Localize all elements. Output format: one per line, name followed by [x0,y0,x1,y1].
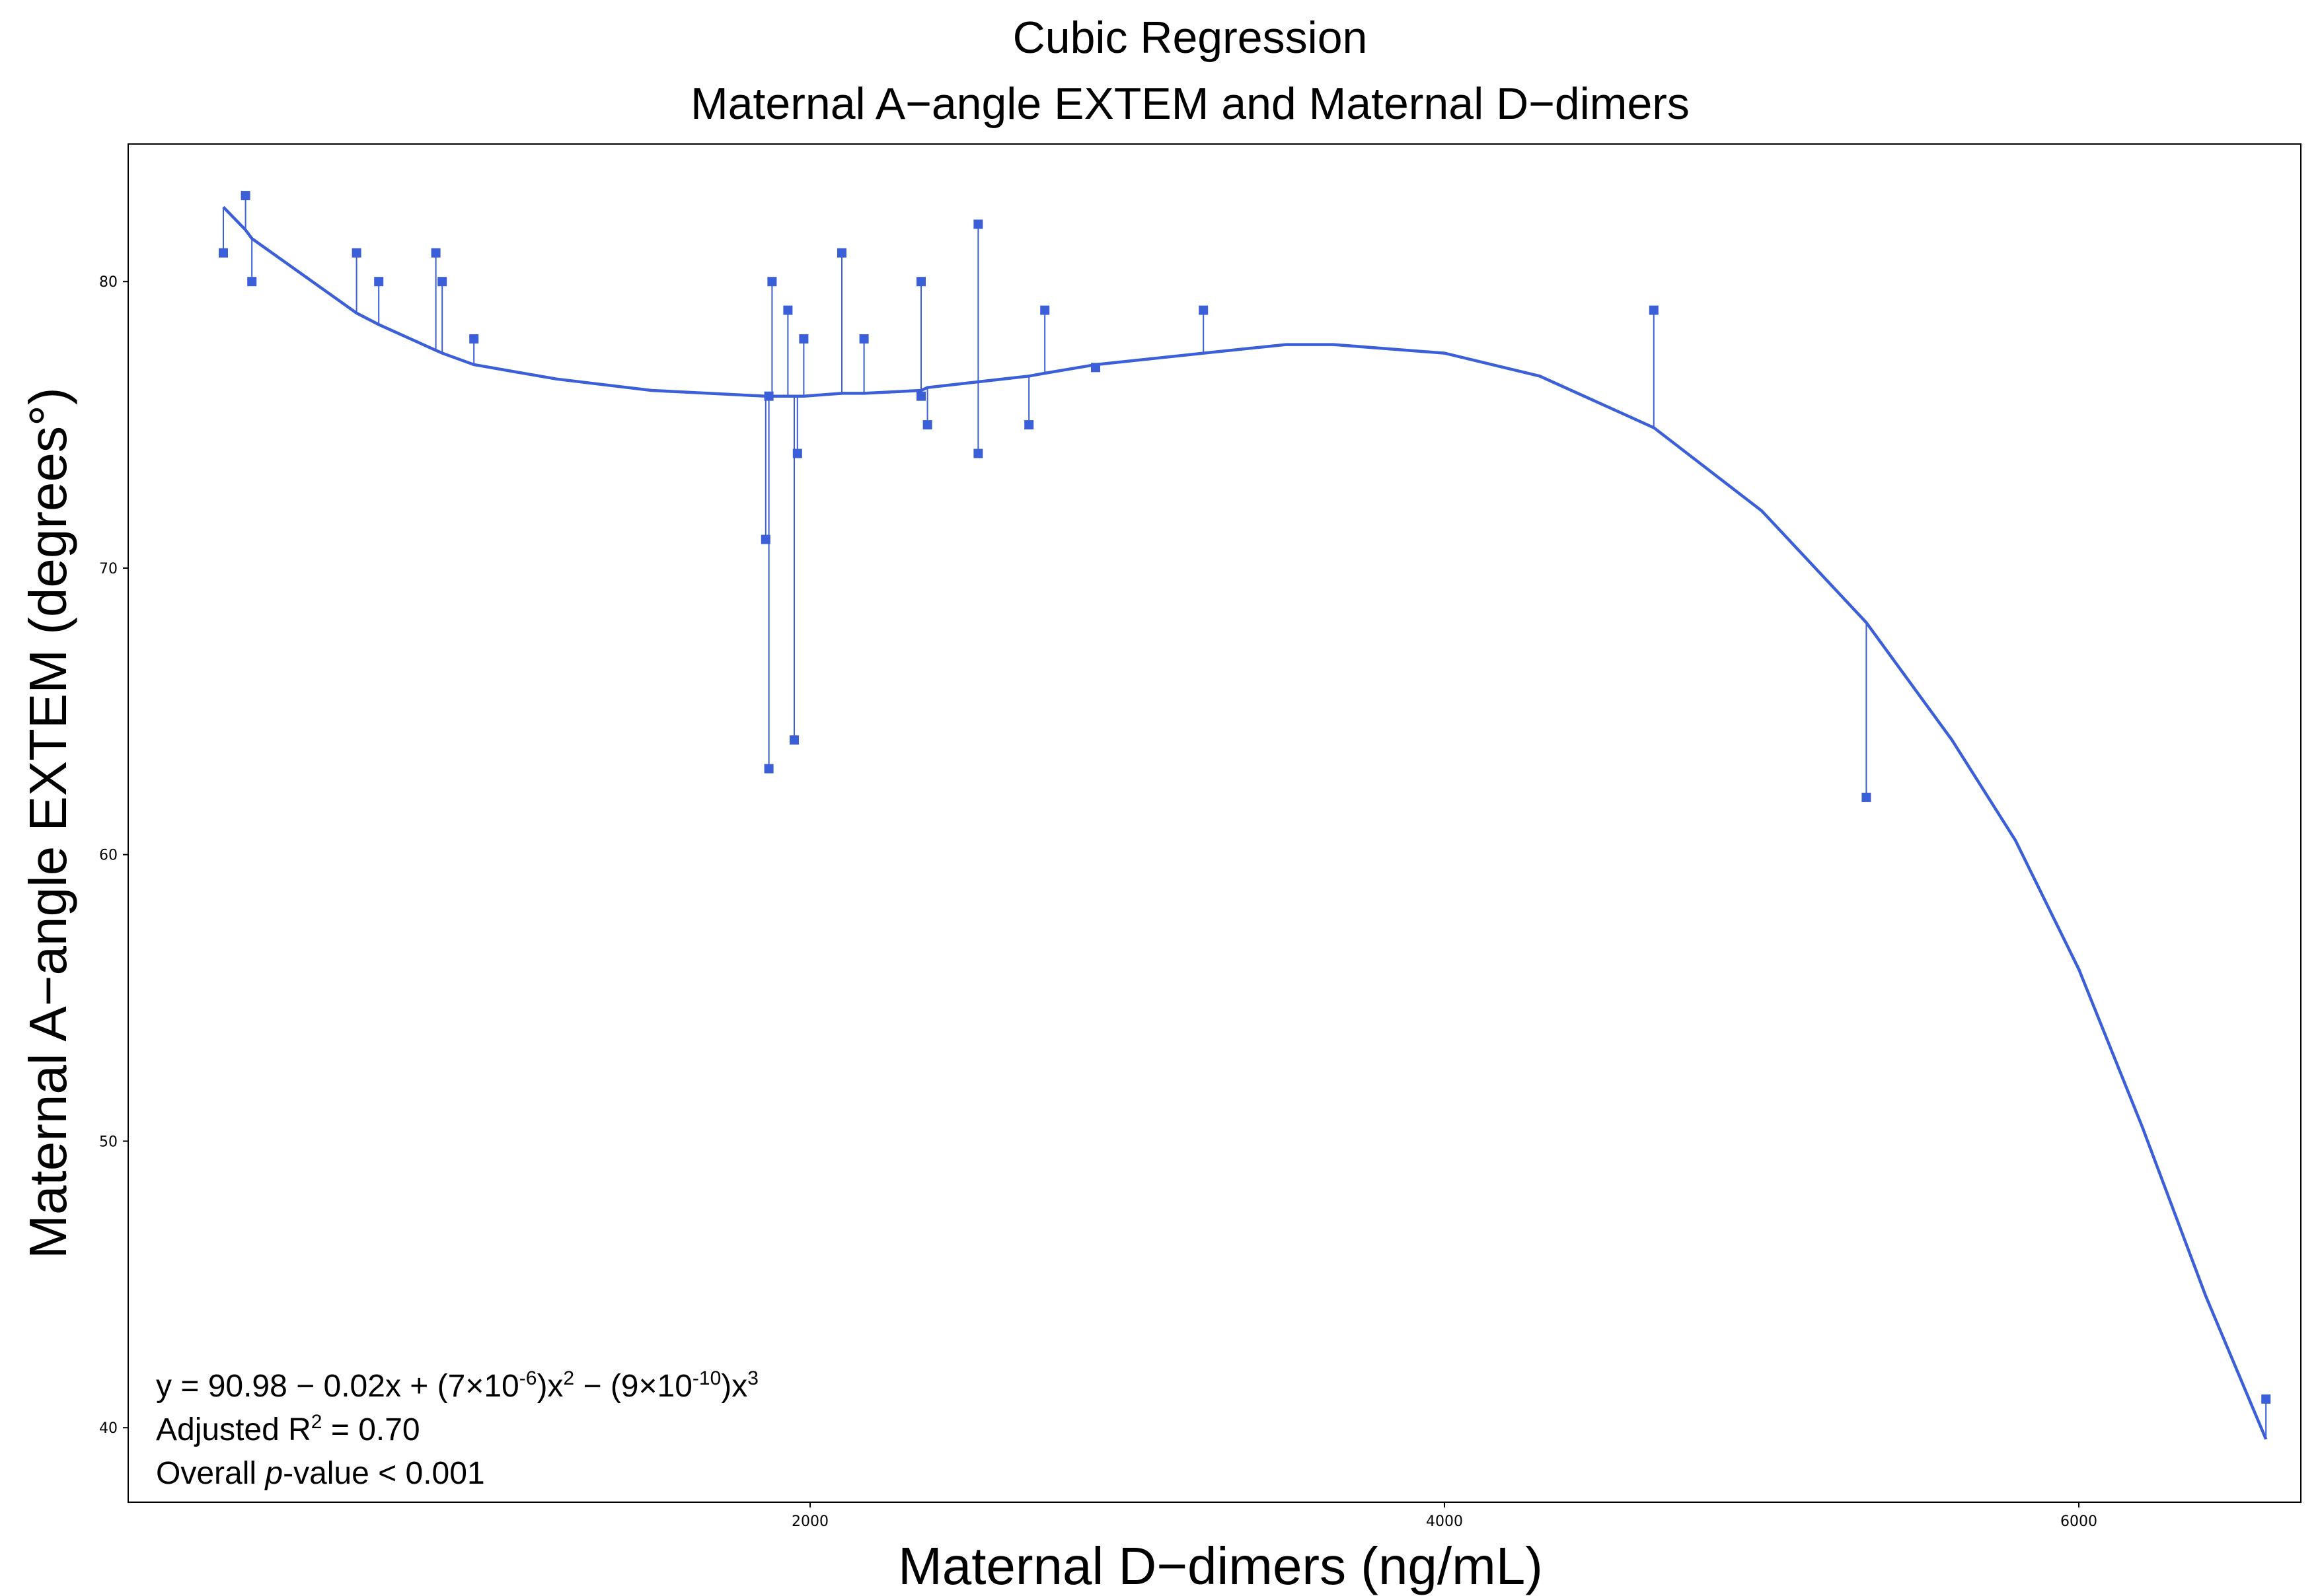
data-point [352,248,361,258]
equation-text: y = 90.98 − 0.02x + (7×10-6)x2 − (9×10-1… [156,1367,759,1404]
data-point [1024,420,1034,430]
equation-exp2: -10 [692,1367,721,1389]
data-point [1091,363,1100,373]
x-tick-label: 4000 [1426,1513,1463,1530]
regression-annotation: y = 90.98 − 0.02x + (7×10-6)x2 − (9×10-1… [156,1367,759,1491]
data-point [761,534,770,544]
y-tick-label: 80 [99,274,118,291]
data-points [219,191,2271,1404]
data-point [973,449,983,458]
data-point [247,277,257,287]
data-point [837,248,846,258]
p-italic: p [264,1456,283,1491]
data-point [1861,792,1871,802]
equation-cube: 3 [747,1367,759,1389]
data-point [219,248,228,258]
equation-part4: )x [721,1369,747,1404]
data-point [1199,305,1209,315]
y-axis-label: Maternal A−angle EXTEM (degrees°) [19,387,77,1258]
equation-part3: − (9×10 [574,1369,692,1404]
y-tick-label: 70 [99,561,118,577]
data-point [1649,305,1659,315]
data-point [922,420,932,430]
equation-sq: 2 [563,1367,574,1389]
chart-title-line2: Maternal A−angle EXTEM and Maternal D−di… [691,79,1690,129]
x-tick-label: 6000 [2060,1513,2097,1530]
data-point [2261,1394,2271,1404]
plot-frame [128,143,2301,1503]
data-point [767,277,777,287]
data-point [973,219,983,229]
data-point [437,277,447,287]
data-point [374,277,384,287]
fit-curve [222,205,2268,1440]
x-axis-ticks: 2000 4000 6000 [792,1502,2097,1530]
data-point [917,391,926,401]
data-point [1040,305,1050,315]
data-point [764,391,774,401]
x-axis-label: Maternal D−dimers (ng/mL) [898,1537,1543,1595]
r2-prefix: Adjusted R [156,1412,311,1447]
data-point [783,305,793,315]
r2-sup: 2 [311,1411,322,1433]
equation-part1: y = 90.98 − 0.02x + (7×10 [156,1369,519,1404]
residual-lines [223,196,2267,1439]
data-point [792,449,802,458]
data-point [764,764,774,774]
y-tick-label: 60 [99,848,118,864]
p-prefix: Overall [156,1456,265,1491]
y-axis-ticks: 40 50 60 70 80 [99,274,128,1437]
y-tick-label: 40 [99,1420,118,1437]
r2-suffix: = 0.70 [322,1412,420,1447]
y-tick-label: 50 [99,1134,118,1150]
chart-title-line1: Cubic Regression [1013,13,1368,63]
data-point [790,735,799,745]
x-tick-label: 2000 [792,1513,829,1530]
data-point [799,334,809,344]
r-squared-text: Adjusted R2 = 0.70 [156,1411,420,1447]
data-point [859,334,869,344]
p-value-text: Overall p-value < 0.001 [156,1456,485,1491]
data-point [241,191,250,201]
p-suffix: -value < 0.001 [283,1456,485,1491]
equation-part2: )x [537,1369,563,1404]
data-point [917,277,926,287]
data-point [431,248,441,258]
equation-exp1: -6 [519,1367,537,1389]
data-point [469,334,479,344]
